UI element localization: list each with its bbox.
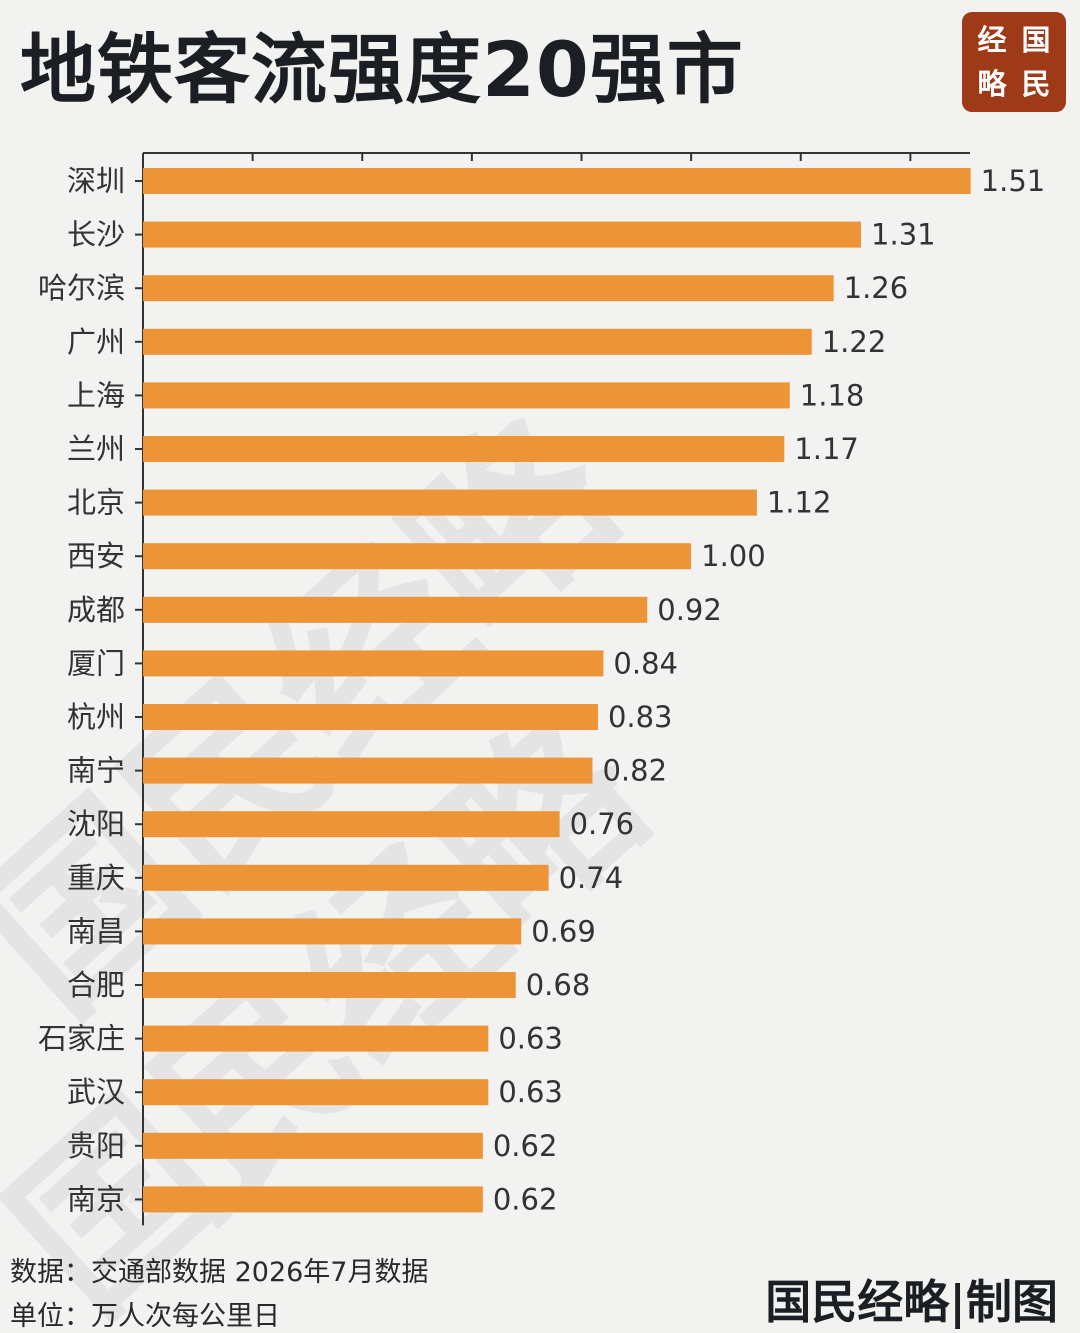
bar	[143, 1025, 489, 1052]
category-label: 武汉	[67, 1075, 125, 1109]
bar	[143, 328, 812, 355]
category-label: 厦门	[67, 646, 125, 680]
data-source-note: 数据：交通部数据 2026年7月数据	[10, 1257, 429, 1288]
category-label: 兰州	[67, 432, 125, 466]
category-label: 贵阳	[67, 1129, 125, 1163]
value-label: 0.76	[570, 807, 635, 841]
category-label: 石家庄	[38, 1022, 125, 1056]
logo-char: 国	[1021, 23, 1051, 57]
category-label: 西安	[67, 539, 125, 573]
category-label: 深圳	[67, 164, 125, 198]
value-label: 0.63	[498, 1075, 563, 1109]
bar	[143, 543, 692, 570]
value-label: 1.22	[822, 325, 887, 359]
value-label: 1.00	[701, 539, 766, 573]
logo-char: 民	[1021, 67, 1051, 101]
credit-text: 国民经略|制图	[765, 1275, 1058, 1329]
bar	[143, 382, 790, 409]
value-label: 0.74	[559, 861, 624, 895]
value-label: 1.18	[800, 378, 865, 412]
value-label: 0.84	[613, 646, 678, 680]
value-label: 1.31	[871, 218, 936, 252]
bar	[143, 489, 757, 516]
bar	[143, 811, 560, 838]
value-label: 0.62	[493, 1182, 558, 1216]
bar-chart: 深圳 1.51 长沙 1.31 哈尔滨 1.26 广州 1.22 上海 1.18 兰州 1.17 北京 1…	[38, 152, 1046, 1226]
value-label: 1.12	[767, 486, 832, 520]
bar	[143, 596, 648, 623]
category-label: 北京	[67, 486, 125, 520]
logo-char: 经	[977, 23, 1007, 57]
category-label: 沈阳	[67, 807, 125, 841]
bar	[143, 1132, 483, 1159]
chart-title: 地铁客流强度20强市	[20, 25, 744, 114]
category-label: 南昌	[67, 914, 125, 948]
bar	[143, 1186, 483, 1213]
category-label: 重庆	[67, 861, 125, 895]
category-label: 南宁	[67, 754, 125, 788]
bar	[143, 650, 604, 677]
value-label: 0.82	[602, 754, 667, 788]
category-label: 南京	[67, 1182, 125, 1216]
category-label: 合肥	[67, 968, 125, 1002]
value-label: 0.83	[608, 700, 673, 734]
bar	[143, 275, 834, 302]
bar	[143, 918, 522, 945]
value-label: 0.92	[657, 593, 722, 627]
value-label: 0.63	[498, 1022, 563, 1056]
category-label: 长沙	[67, 218, 125, 252]
category-label: 杭州	[67, 700, 125, 734]
bar	[143, 168, 971, 194]
bar	[143, 1079, 489, 1106]
value-label: 0.62	[493, 1129, 558, 1163]
category-label: 广州	[67, 325, 125, 359]
category-label: 上海	[67, 378, 125, 412]
value-label: 0.69	[531, 914, 596, 948]
bar	[143, 221, 862, 248]
bar	[143, 972, 516, 998]
category-label: 哈尔滨	[38, 271, 125, 305]
bar	[143, 436, 785, 462]
brand-logo: 经 国 略 民	[962, 12, 1066, 112]
value-label: 1.17	[794, 432, 859, 466]
bar	[143, 864, 549, 891]
logo-char: 略	[977, 67, 1007, 101]
value-label: 0.68	[526, 968, 591, 1002]
value-label: 1.26	[844, 271, 909, 305]
bar	[143, 757, 593, 784]
value-label: 1.51	[981, 164, 1046, 198]
unit-note: 单位：万人次每公里日	[10, 1301, 280, 1332]
category-label: 成都	[67, 593, 125, 627]
bar	[143, 704, 598, 730]
